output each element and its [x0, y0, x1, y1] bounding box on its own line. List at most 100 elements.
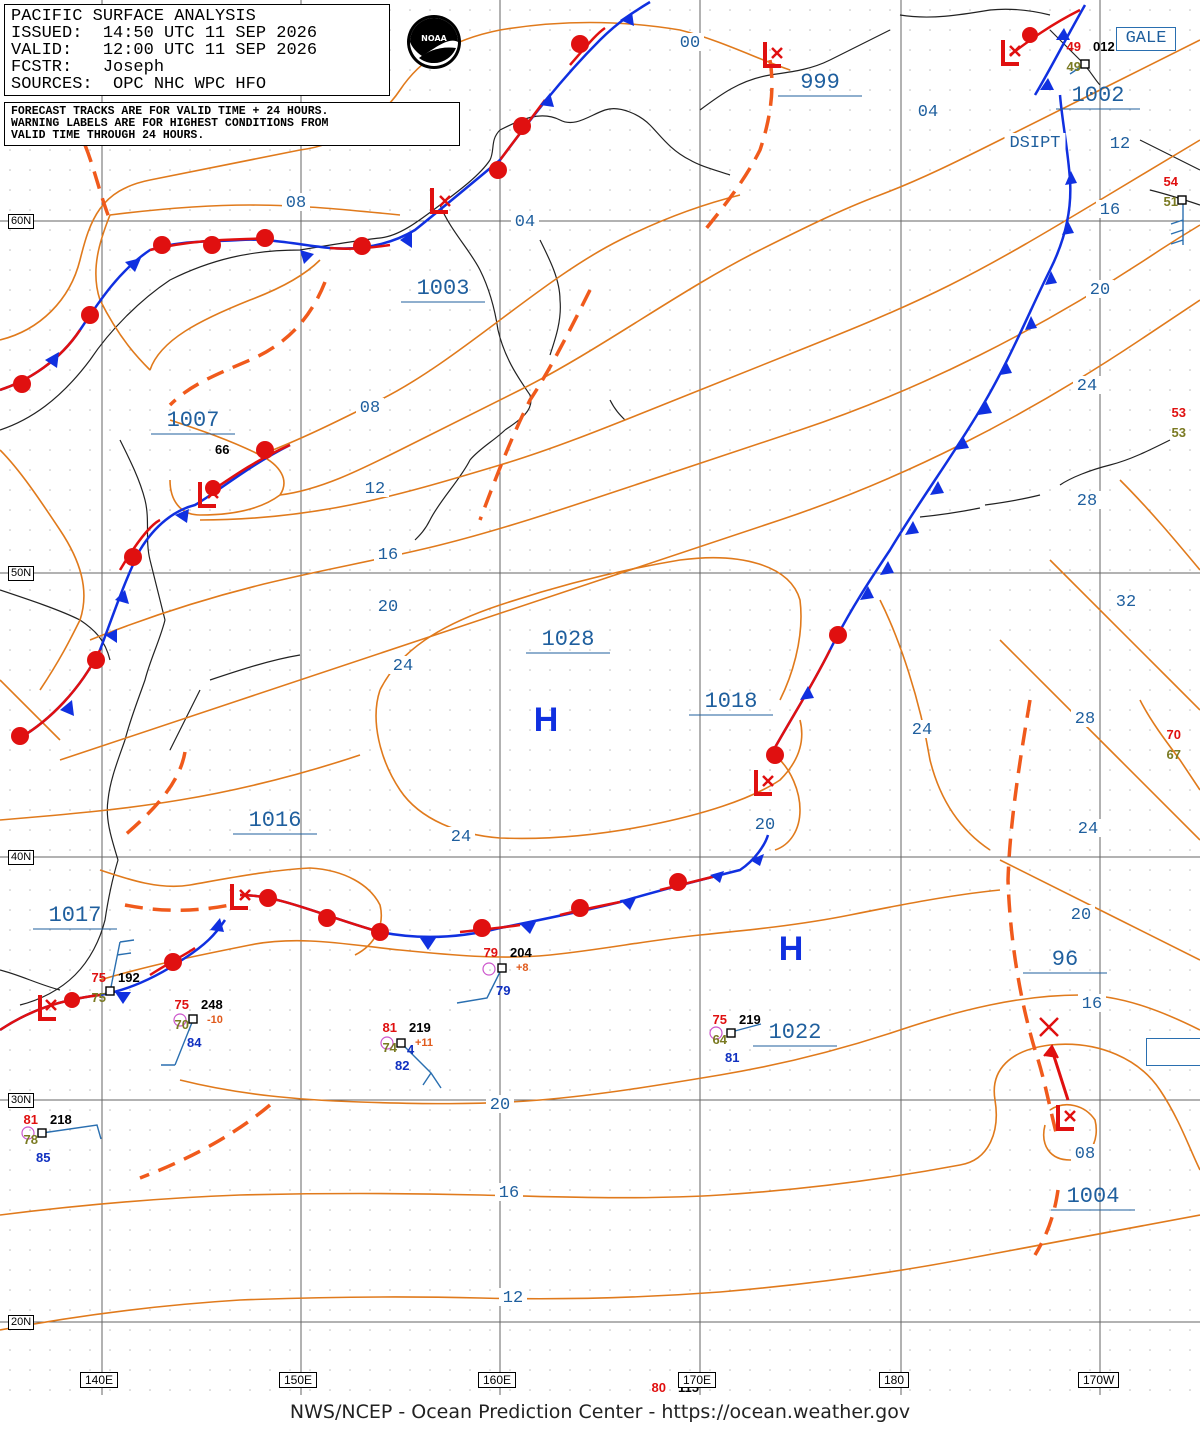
isobars: [0, 21, 1200, 1331]
station-barbs: [41, 63, 1184, 1140]
pressure-value-96: 96: [1052, 947, 1078, 972]
station-dewpoint: 64: [713, 1032, 728, 1047]
isobar-label: 04: [918, 103, 938, 122]
header-title: PACIFIC SURFACE ANALYSIS: [11, 7, 256, 26]
isobar-label-bg: [374, 545, 402, 563]
station-dewpoint: 74: [383, 1040, 398, 1055]
isobar-label-bg: [1086, 280, 1114, 298]
isobar-label-bg: [1067, 905, 1095, 923]
isobar-label: 28: [1075, 710, 1095, 729]
isobar-label-bg: [447, 827, 475, 845]
isobar-label: 20: [755, 816, 775, 835]
header-valid: VALID: 12:00 UTC 11 SEP 2026: [11, 41, 318, 60]
warm-front-barbs: [11, 27, 1038, 1008]
cold-front-barbs: [45, 12, 1077, 1004]
station-temperature: 70: [1167, 727, 1181, 742]
lat-label-40n: 40N: [8, 850, 35, 865]
station-circles: [21, 962, 723, 1140]
isobar-label: 20: [378, 598, 398, 617]
lon-label-180: 180: [879, 1372, 910, 1388]
high-pressure-symbol: H: [779, 930, 804, 968]
isobar-label: 08: [286, 194, 306, 213]
pressure-center-layer: 1028 H 1022 H 1004 1007 1003 999 1002 1016 1017 101…: [33, 70, 1140, 1211]
station-pressure: 219: [739, 1012, 761, 1027]
isobar-label-bg: [499, 1288, 527, 1306]
station-squares: [37, 59, 1187, 1138]
isobar-label-bg: [361, 479, 389, 497]
station-dewpoint: 53: [1172, 425, 1186, 440]
isobar-label-bg: [1078, 994, 1106, 1012]
header-forecaster: FCSTR: Joseph: [11, 58, 165, 77]
blank-label-box: [1146, 1038, 1200, 1066]
station-dewpoint: 51: [1164, 194, 1178, 209]
low-center-markers: [38, 40, 1076, 1131]
pressure-value-1003: 1003: [417, 276, 470, 301]
isobar-label-bg: [908, 720, 936, 738]
isobar-label-bg: [1073, 376, 1101, 394]
pressure-value-999: 999: [800, 70, 840, 95]
isobar-label-bg: [1073, 491, 1101, 509]
lat-lon-grid: [0, 0, 1200, 1395]
isobar-label: 28: [1077, 492, 1097, 511]
station-temperature: 75: [713, 1012, 727, 1027]
isobar-label-bg: [282, 193, 310, 211]
isobar-label: 32: [1116, 593, 1136, 612]
isobar-label-bg: [1004, 133, 1066, 151]
isobar-label-layer: 00 04 04 08 08 12 12 16 16 16 20 20 20 20 20 24 24 24 24 24…: [282, 33, 1140, 1308]
high-pressure-symbol: H: [534, 701, 559, 739]
isobar-label: 12: [365, 480, 385, 499]
station-dewpoint: 70: [175, 1017, 189, 1032]
station-temperature: 80: [652, 1380, 666, 1395]
station-temperature: 75: [92, 970, 106, 985]
isobar-label-bg: [495, 1183, 523, 1201]
isobar-label-bg: [1106, 134, 1134, 152]
isobar-label-bg: [751, 815, 779, 833]
station-temperature: 81: [383, 1020, 397, 1035]
isobar-label: DSIPT: [1009, 134, 1060, 153]
analysis-header: PACIFIC SURFACE ANALYSIS ISSUED: 14:50 U…: [4, 4, 390, 96]
isobar-label: 24: [451, 828, 471, 847]
pressure-value-1007: 1007: [167, 408, 220, 433]
isobar-label: 12: [1110, 135, 1130, 154]
station-sst: 85: [36, 1150, 50, 1165]
isobar-label: 04: [515, 213, 535, 232]
station-sst: 81: [725, 1050, 739, 1065]
isobar-label: 16: [1082, 995, 1102, 1014]
station-pressure: 219: [409, 1020, 431, 1035]
isobar-label: 20: [490, 1096, 510, 1115]
notes-line-2: WARNING LABELS ARE FOR HIGHEST CONDITION…: [11, 117, 329, 130]
pressure-value-1004: 1004: [1067, 1184, 1120, 1209]
isobar-label-bg: [1112, 592, 1140, 610]
station-tendency: -10: [207, 1014, 223, 1026]
isobar-label: 16: [378, 546, 398, 565]
isobar-label-bg: [511, 212, 539, 230]
lon-label-140e: 140E: [80, 1372, 119, 1388]
isobar-label: 16: [1100, 201, 1120, 220]
lat-label-20n: 20N: [8, 1315, 35, 1330]
station-tendency: +8: [516, 962, 529, 974]
troughs: [83, 59, 1060, 1256]
station-pressure: 66: [215, 442, 229, 457]
isobar-label: 00: [680, 34, 700, 53]
isobar-label: 16: [499, 1184, 519, 1203]
lon-label-150e: 150E: [279, 1372, 318, 1388]
station-extra: 4: [407, 1042, 415, 1057]
isobar-label-bg: [1096, 200, 1124, 218]
isobar-label: 08: [360, 399, 380, 418]
station-pressure: 204: [510, 945, 532, 960]
station-sst: 84: [187, 1035, 202, 1050]
header-sources: SOURCES: OPC NHC WPC HFO: [11, 75, 267, 94]
station-value-layer: 75 75 192 75 70 248 -10 84 81 74 219 +11 824 79 204 +8 7…: [24, 39, 1186, 1395]
isobar-label-bg: [676, 33, 704, 51]
station-sst: 79: [496, 983, 510, 998]
isobar-label: 24: [1077, 377, 1097, 396]
station-dewpoint: 67: [1167, 747, 1181, 762]
station-tendency: +11: [415, 1037, 433, 1049]
lon-label-160e: 160E: [478, 1372, 517, 1388]
noaa-logo-text: NOAA: [421, 34, 447, 43]
pressure-value-1002: 1002: [1072, 83, 1125, 108]
pressure-value-1028: 1028: [542, 627, 595, 652]
forecast-notes: FORECAST TRACKS ARE FOR VALID TIME + 24 …: [4, 102, 460, 146]
lat-label-50n: 50N: [8, 566, 35, 581]
header-issued: ISSUED: 14:50 UTC 11 SEP 2026: [11, 24, 318, 43]
